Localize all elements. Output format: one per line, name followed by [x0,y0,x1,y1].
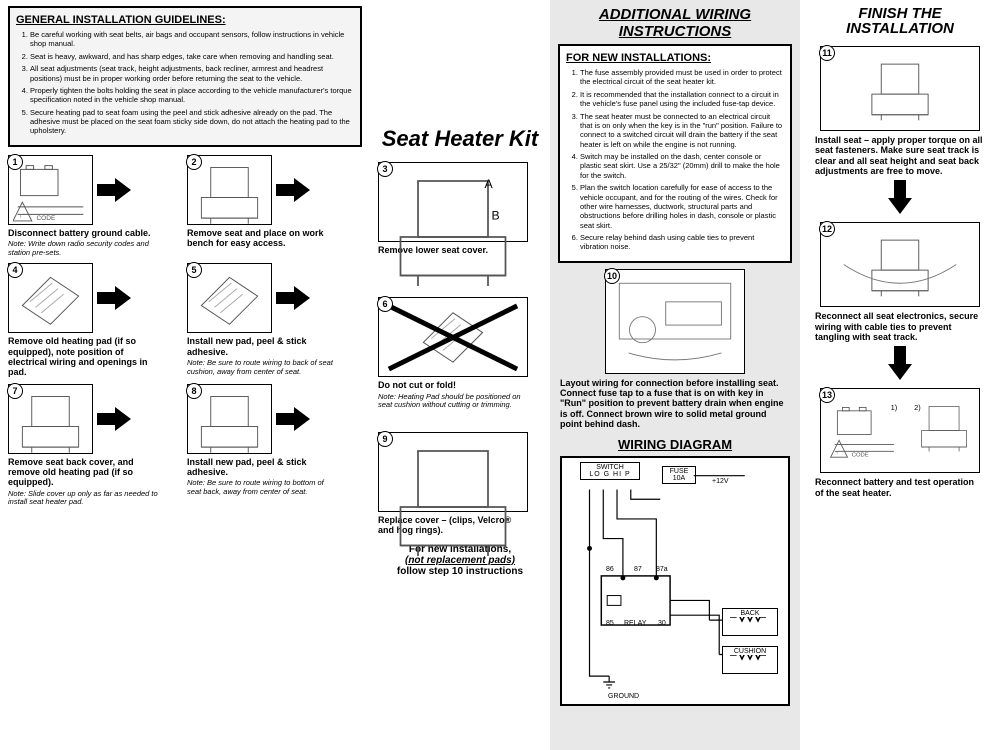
new-install-list: The fuse assembly provided must be used … [566,68,784,252]
new-install-heading: FOR NEW INSTALLATIONS: [566,52,784,64]
general-list: Be careful working with seat belts, air … [16,30,354,136]
step-number: 10 [604,268,620,284]
step10-thumb: 10 [605,269,745,374]
step5-note: Note: Be sure to route wiring to back of… [187,359,337,376]
r30: 30 [658,620,666,627]
step4-thumb: 4 [8,263,93,333]
step3-thumb: 3 A B [378,162,528,242]
step-number: 7 [7,383,23,399]
arrow-right-icon [97,286,131,310]
step1-caption: Disconnect battery ground cable. [8,228,158,238]
arrow-right-icon [97,407,131,431]
step13-caption: Reconnect battery and test operation of … [815,477,985,498]
step1-note: Note: Write down radio security codes an… [8,240,158,257]
steps-left-grid: 1 Disconnect battery ground cable. Note:… [8,155,362,507]
step6-thumb: 6 [378,297,528,377]
step5-thumb: 5 [187,263,272,333]
general-item: Seat is heavy, awkward, and has sharp ed… [30,52,354,61]
wiring-ground: GROUND [608,693,639,700]
mid-steps: 3 AB Remove lower seat cover. 6 Do not c… [378,162,542,577]
wiring-diagram-title: WIRING DIAGRAM [558,437,792,452]
cross-icon [379,298,527,377]
general-heading: GENERAL INSTALLATION GUIDELINES: [16,14,354,26]
new-install-box: FOR NEW INSTALLATIONS: The fuse assembly… [558,44,792,263]
general-item: Be careful working with seat belts, air … [30,30,354,49]
middle-column: Seat Heater Kit 3 AB Remove lower seat c… [370,0,550,750]
arrow-right-icon [276,178,310,202]
finish-column: FINISH THE INSTALLATION 11 Install seat … [800,0,1000,750]
step6-caption: Do not cut or fold! [378,380,528,390]
general-item: All seat adjustments (seat track, height… [30,64,354,83]
additional-title: ADDITIONAL WIRING INSTRUCTIONS [558,6,792,40]
step-number: 9 [377,431,393,447]
step4-caption: Remove old heating pad (if so equipped),… [8,336,158,377]
new-install-item: Plan the switch location carefully for e… [580,183,784,230]
wiring-diagram: SWITCH LO G HI P FUSE 10A +12V [560,456,790,706]
step-number: 8 [186,383,202,399]
step-number: 1 [7,154,23,170]
svg-text:A: A [485,177,494,191]
wiring-column: ADDITIONAL WIRING INSTRUCTIONS FOR NEW I… [550,0,800,750]
general-item: Secure heating pad to seat foam using th… [30,108,354,136]
step-number: 3 [377,161,393,177]
step12-thumb: 12 [820,222,980,307]
arrow-down-icon [888,346,912,380]
r86: 86 [606,566,614,573]
svg-text:2): 2) [914,403,921,412]
step8-note: Note: Be sure to route wiring to bottom … [187,479,337,496]
step7-note: Note: Slide cover up only as far as need… [8,490,158,507]
step-number: 11 [819,45,835,61]
step2-thumb: 2 [187,155,272,225]
relay-label: RELAY [624,620,646,627]
page: GENERAL INSTALLATION GUIDELINES: Be care… [0,0,1000,750]
arrow-right-icon [276,407,310,431]
finish-title: FINISH THE INSTALLATION [808,6,992,36]
r87: 87 [634,566,642,573]
new-install-item: Secure relay behind dash using cable tie… [580,233,784,252]
r85: 85 [606,620,614,627]
arrow-right-icon [276,286,310,310]
step6-note: Note: Heating Pad should be positioned o… [378,393,528,410]
arrow-right-icon [97,178,131,202]
step8-thumb: 8 [187,384,272,454]
step11-thumb: 11 [820,46,980,131]
step1-thumb: 1 [8,155,93,225]
new-install-item: The seat heater must be connected to an … [580,112,784,150]
wiring-back: BACK [722,608,778,636]
step8-caption: Install new pad, peel & stick adhesive. [187,457,337,478]
r87a: 87a [656,566,668,573]
step12-caption: Reconnect all seat electronics, secure w… [815,311,985,342]
svg-text:B: B [492,209,500,223]
general-item: Properly tighten the bolts holding the s… [30,86,354,105]
step11-caption: Install seat – apply proper torque on al… [815,135,985,176]
step5-caption: Install new pad, peel & stick adhesive. [187,336,337,357]
wiring-cushion: CUSHION [722,646,778,674]
main-title: Seat Heater Kit [378,126,542,152]
step13-thumb: 13 1)2) [820,388,980,473]
arrow-down-icon [888,180,912,214]
new-install-item: The fuse assembly provided must be used … [580,68,784,87]
step9-thumb: 9 [378,432,528,512]
step2-caption: Remove seat and place on work bench for … [187,228,337,249]
general-guidelines-box: GENERAL INSTALLATION GUIDELINES: Be care… [8,6,362,147]
svg-text:1): 1) [891,403,898,412]
step-number: 2 [186,154,202,170]
new-install-item: Switch may be installed on the dash, cen… [580,152,784,180]
step7-thumb: 7 [8,384,93,454]
new-install-item: It is recommended that the installation … [580,90,784,109]
step7-caption: Remove seat back cover, and remove old h… [8,457,158,488]
left-column: GENERAL INSTALLATION GUIDELINES: Be care… [0,0,370,750]
step10-caption: Layout wiring for connection before inst… [560,378,790,430]
follow-l3: follow step 10 instructions [378,566,542,577]
